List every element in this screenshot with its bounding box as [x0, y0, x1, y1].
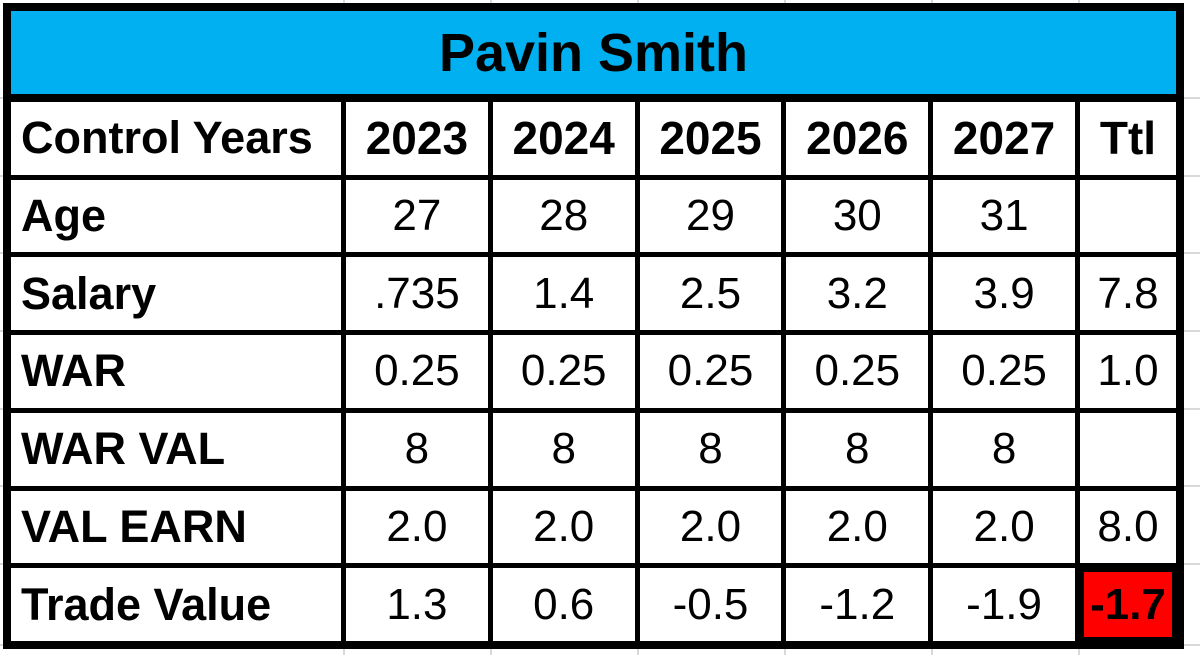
cell-age-2026[interactable]: 30 [786, 179, 929, 253]
cell-war-val-2026[interactable]: 8 [786, 412, 929, 486]
player-value-table: Pavin Smith Control Years 2023 2024 2025… [3, 3, 1184, 649]
row-label-salary[interactable]: Salary [11, 257, 341, 331]
cell-war-val-2024[interactable]: 8 [492, 412, 635, 486]
cell-trade-value-2026[interactable]: -1.2 [786, 568, 929, 641]
table-title[interactable]: Pavin Smith [11, 11, 1176, 97]
cell-trade-value-2023[interactable]: 1.3 [346, 568, 488, 641]
cell-trade-value-total-highlighted[interactable]: -1.7 [1080, 568, 1176, 641]
cell-age-2023[interactable]: 27 [346, 179, 488, 253]
cell-salary-2025[interactable]: 2.5 [639, 257, 782, 331]
cell-war-total[interactable]: 1.0 [1080, 335, 1176, 408]
header-control-years[interactable]: Control Years [11, 102, 341, 175]
cell-val-earn-2026[interactable]: 2.0 [786, 490, 929, 564]
row-label-age[interactable]: Age [11, 179, 341, 253]
row-label-val-earn[interactable]: VAL EARN [11, 490, 341, 564]
row-label-war-val[interactable]: WAR VAL [11, 412, 341, 486]
cell-age-2027[interactable]: 31 [933, 179, 1075, 253]
cell-war-2023[interactable]: 0.25 [346, 335, 488, 408]
cell-war-2024[interactable]: 0.25 [492, 335, 635, 408]
cell-salary-total[interactable]: 7.8 [1080, 257, 1176, 331]
cell-war-val-2027[interactable]: 8 [933, 412, 1075, 486]
cell-salary-2027[interactable]: 3.9 [933, 257, 1075, 331]
cell-val-earn-total[interactable]: 8.0 [1080, 490, 1176, 564]
cell-trade-value-2024[interactable]: 0.6 [492, 568, 635, 641]
cell-val-earn-2025[interactable]: 2.0 [639, 490, 782, 564]
cell-war-val-total[interactable] [1080, 412, 1176, 486]
header-year-2026[interactable]: 2026 [786, 102, 929, 175]
cell-age-2025[interactable]: 29 [639, 179, 782, 253]
cell-trade-value-2025[interactable]: -0.5 [639, 568, 782, 641]
cell-war-val-2023[interactable]: 8 [346, 412, 488, 486]
header-year-2023[interactable]: 2023 [346, 102, 488, 175]
cell-age-total[interactable] [1080, 179, 1176, 253]
header-year-2025[interactable]: 2025 [639, 102, 782, 175]
cell-war-2025[interactable]: 0.25 [639, 335, 782, 408]
cell-salary-2026[interactable]: 3.2 [786, 257, 929, 331]
header-year-2027[interactable]: 2027 [933, 102, 1075, 175]
cell-age-2024[interactable]: 28 [492, 179, 635, 253]
cell-val-earn-2023[interactable]: 2.0 [346, 490, 488, 564]
row-label-trade-value[interactable]: Trade Value [11, 568, 341, 641]
header-total[interactable]: Ttl [1080, 102, 1176, 175]
cell-trade-value-2027[interactable]: -1.9 [933, 568, 1075, 641]
cell-val-earn-2027[interactable]: 2.0 [933, 490, 1075, 564]
cell-war-2026[interactable]: 0.25 [786, 335, 929, 408]
cell-salary-2023[interactable]: .735 [346, 257, 488, 331]
cell-salary-2024[interactable]: 1.4 [492, 257, 635, 331]
cell-war-2027[interactable]: 0.25 [933, 335, 1075, 408]
cell-val-earn-2024[interactable]: 2.0 [492, 490, 635, 564]
cell-war-val-2025[interactable]: 8 [639, 412, 782, 486]
row-label-war[interactable]: WAR [11, 335, 341, 408]
header-year-2024[interactable]: 2024 [492, 102, 635, 175]
